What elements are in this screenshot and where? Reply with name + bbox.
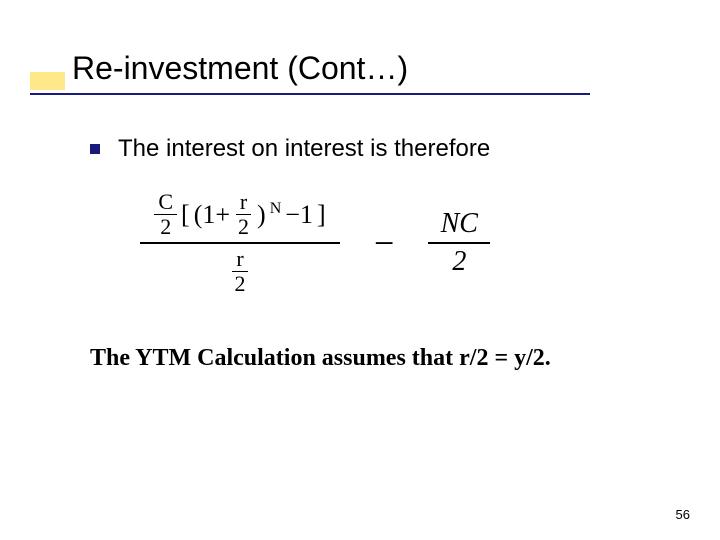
bracket-open: [ (181, 200, 190, 230)
title-underline (30, 93, 590, 95)
bullet-text: The interest on interest is therefore (118, 135, 490, 163)
minus-operator: − (370, 222, 398, 264)
bullet-square-icon (90, 144, 100, 154)
formula-right-fraction: NC 2 (428, 208, 490, 278)
formula-left-fraction: C 2 [ (1+ r 2 ) N −1 ] (140, 191, 340, 295)
r-over-2-denom: r 2 (231, 248, 250, 295)
frac-top: r (232, 248, 247, 272)
right-bot: 2 (452, 246, 466, 278)
right-top: NC (441, 208, 478, 240)
slide-title: Re-investment (Cont…) (60, 50, 660, 87)
body-area: The interest on interest is therefore C … (60, 135, 660, 372)
accent-decoration (30, 72, 65, 90)
bracket-close: ] (317, 200, 326, 230)
title-area: Re-investment (Cont…) (60, 50, 660, 95)
frac-bot: 2 (156, 215, 175, 238)
formula-denominator: r 2 (231, 248, 250, 295)
fraction-bar (140, 242, 340, 244)
fraction-bar (428, 242, 490, 244)
bullet-row: The interest on interest is therefore (90, 135, 660, 163)
frac-bot: 2 (234, 215, 253, 238)
formula-numerator: C 2 [ (1+ r 2 ) N −1 ] (154, 191, 325, 238)
bottom-note: The YTM Calculation assumes that r/2 = y… (90, 345, 660, 372)
r-over-2-inner: r 2 (234, 191, 253, 238)
slide-container: Re-investment (Cont…) The interest on in… (0, 0, 720, 540)
page-number: 56 (676, 507, 690, 522)
frac-top: C (154, 191, 177, 215)
frac-top: r (236, 191, 251, 215)
minus-one: −1 (285, 200, 313, 230)
one-plus: (1+ (194, 200, 230, 230)
close-paren: ) (257, 200, 266, 230)
frac-bot: 2 (231, 272, 250, 295)
exponent-n: N (270, 200, 282, 218)
c-over-2: C 2 (154, 191, 177, 238)
formula-area: C 2 [ (1+ r 2 ) N −1 ] (90, 191, 660, 295)
